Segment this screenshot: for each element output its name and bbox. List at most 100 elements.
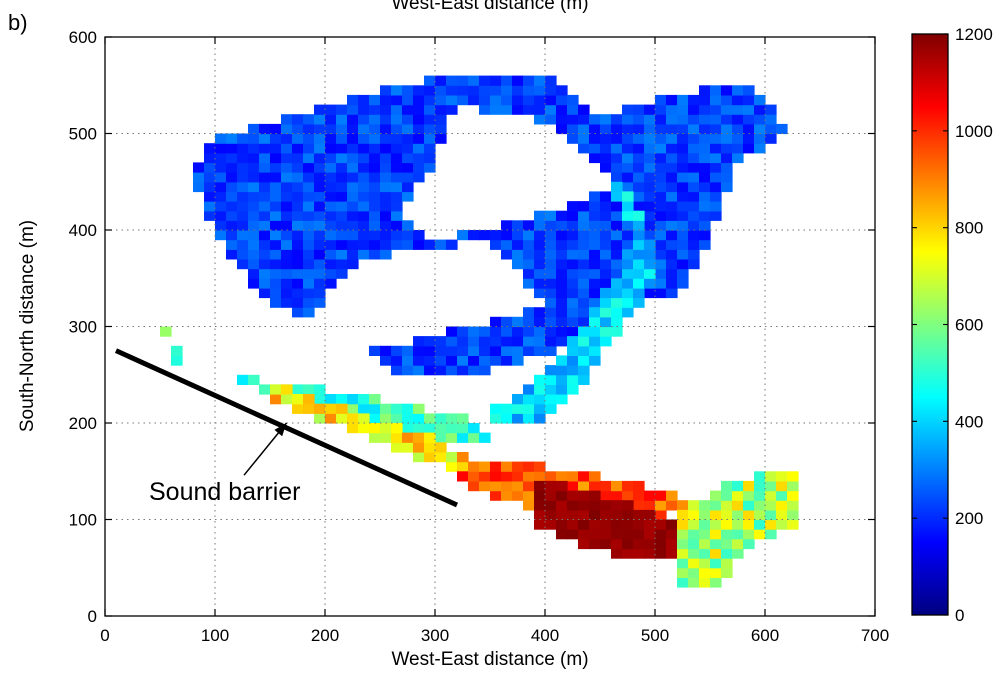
heat-cell: [347, 162, 359, 173]
heat-cell: [325, 172, 337, 183]
heat-cell: [655, 509, 667, 521]
heat-cell: [644, 500, 656, 511]
heat-cell: [358, 133, 370, 144]
heat-cell: [710, 201, 722, 212]
heat-cell: [688, 500, 700, 511]
heat-cell: [226, 162, 238, 173]
heat-cell: [523, 316, 535, 328]
heat-cell: [567, 287, 579, 299]
heat-cell: [347, 181, 359, 193]
heat-cell: [512, 413, 524, 424]
heat-cell: [281, 230, 293, 241]
heat-cell: [501, 490, 513, 501]
heat-cell: [347, 413, 359, 424]
heat-cell: [226, 181, 238, 193]
heat-cell: [556, 104, 568, 115]
heat-cell: [710, 133, 722, 144]
heat-cell: [611, 181, 623, 193]
heat-cell: [710, 181, 722, 193]
heat-cell: [589, 519, 601, 530]
heat-cell: [677, 133, 689, 144]
heat-cell: [666, 172, 678, 183]
heat-cell: [666, 249, 678, 260]
heat-cell: [534, 249, 546, 260]
heat-cell: [490, 471, 502, 482]
heat-cell: [567, 345, 579, 356]
heat-cell: [193, 162, 205, 173]
heat-cell: [292, 268, 304, 279]
heat-cell: [347, 423, 359, 434]
heat-cell: [413, 94, 425, 106]
heat-cell: [644, 278, 656, 289]
heat-cell: [688, 249, 700, 260]
heat-cell: [490, 239, 502, 250]
heat-cell: [446, 336, 458, 347]
sound-barrier-annotation: Sound barrier: [114, 348, 459, 508]
heat-cell: [611, 249, 623, 260]
heat-cell: [644, 162, 656, 173]
heat-cell: [303, 278, 315, 289]
heat-cell: [699, 85, 711, 96]
heat-cell: [435, 94, 447, 106]
heat-cell: [501, 75, 513, 86]
heat-cell: [490, 345, 502, 356]
heat-cell: [215, 162, 227, 173]
heat-cell: [446, 94, 458, 106]
heat-cell: [600, 500, 612, 511]
heat-cell: [655, 220, 667, 231]
y-tick-label: 500: [69, 125, 97, 144]
heat-cell: [468, 326, 480, 337]
heat-cell: [677, 500, 689, 511]
heat-cell: [611, 490, 623, 501]
heat-cell: [358, 403, 370, 414]
heat-cell: [710, 143, 722, 154]
heat-cell: [314, 181, 326, 193]
heat-cell: [589, 297, 601, 308]
heat-cell: [611, 172, 623, 183]
heat-cell: [468, 423, 480, 434]
heat-cell: [556, 114, 568, 125]
heat-cell: [358, 143, 370, 154]
heat-cell: [215, 191, 227, 202]
heat-cell: [523, 258, 535, 270]
heat-cell: [424, 365, 436, 376]
heat-cell: [380, 201, 392, 212]
heat-cell: [743, 529, 755, 540]
heat-cell: [556, 471, 568, 482]
heat-cell: [292, 220, 304, 231]
heat-cell: [633, 230, 645, 241]
heat-cell: [380, 432, 392, 443]
heat-cell: [578, 278, 590, 289]
heat-cell: [259, 133, 271, 144]
heat-cell: [325, 191, 337, 202]
heat-cell: [589, 230, 601, 241]
heat-cell: [534, 239, 546, 250]
heat-cell: [622, 529, 634, 540]
heat-cell: [402, 143, 414, 154]
heat-cell: [633, 519, 645, 530]
heat-cell: [699, 210, 711, 221]
heat-cell: [259, 143, 271, 154]
heat-cell: [776, 490, 788, 501]
heat-cell: [413, 230, 425, 241]
heat-cell: [743, 133, 755, 144]
heat-cell: [501, 104, 513, 115]
heat-cell: [446, 75, 458, 86]
heat-cell: [534, 500, 546, 511]
heat-cell: [391, 172, 403, 183]
heat-cell: [336, 162, 348, 173]
heat-cell: [303, 172, 315, 183]
heat-cell: [655, 500, 667, 511]
heat-cell: [479, 94, 491, 106]
heat-cell: [545, 307, 557, 318]
heat-cell: [303, 268, 315, 279]
heat-cell: [490, 316, 502, 328]
heat-cell: [699, 509, 711, 521]
heat-cell: [578, 123, 590, 135]
heat-cell: [347, 104, 359, 115]
heat-cell: [314, 239, 326, 250]
heat-cell: [710, 548, 722, 559]
heat-cell: [633, 548, 645, 559]
heat-cell: [589, 210, 601, 221]
heat-cell: [501, 345, 513, 356]
